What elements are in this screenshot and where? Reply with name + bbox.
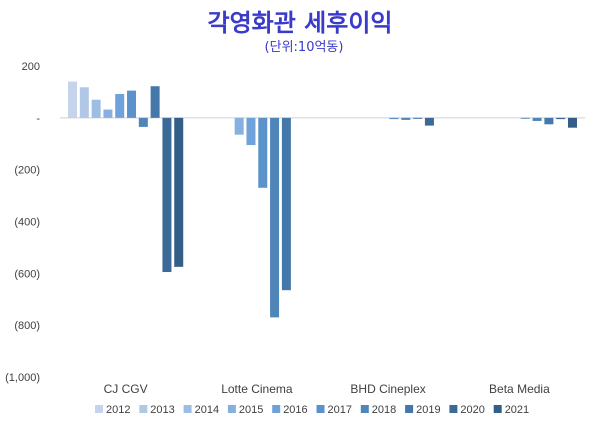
bar-cj-cgv-2012 <box>68 81 78 118</box>
bar-lotte-cinema-2015 <box>234 117 244 135</box>
bar-cj-cgv-2021 <box>174 117 184 267</box>
legend-swatch <box>493 405 502 413</box>
category-label: CJ CGV <box>104 382 148 396</box>
legend-swatch <box>405 405 414 413</box>
legend-label: 2012 <box>106 404 130 416</box>
bar-cj-cgv-2018 <box>138 117 148 127</box>
bar-cj-cgv-2016 <box>115 93 125 118</box>
bar-cj-cgv-2019 <box>150 86 160 118</box>
y-tick-label: (200) <box>14 165 40 177</box>
bar-beta-media-2021 <box>567 117 577 128</box>
legend-swatch <box>316 405 325 413</box>
y-axis-ticks: 200 - (200) (400) (600) (800) (1,000) <box>5 61 40 384</box>
bar-beta-media-2020 <box>556 117 566 120</box>
y-tick-label: (800) <box>14 320 40 332</box>
legend-label: 2019 <box>416 404 440 416</box>
bar-beta-media-2017 <box>520 117 530 119</box>
bar-bhd-cineplex-2019 <box>413 117 423 119</box>
y-tick-label: (1,000) <box>5 372 40 384</box>
bar-bhd-cineplex-2020 <box>424 117 434 126</box>
legend-swatch <box>95 405 103 413</box>
bar-lotte-cinema-2017 <box>258 117 268 188</box>
legend-label: 2018 <box>372 404 396 416</box>
bar-cj-cgv-2015 <box>103 109 113 118</box>
legend-label: 2021 <box>505 404 529 416</box>
y-tick-label: (400) <box>14 217 40 229</box>
legend-label: 2016 <box>283 404 307 416</box>
bar-lotte-cinema-2016 <box>246 117 256 146</box>
legend-swatch <box>183 405 192 413</box>
category-label: Lotte Cinema <box>221 382 293 396</box>
category-label: Beta Media <box>489 382 550 396</box>
bar-cj-cgv-2020 <box>162 117 172 273</box>
legend-label: 2015 <box>239 404 263 416</box>
legend-swatch <box>360 405 369 413</box>
legend-label: 2020 <box>460 404 484 416</box>
chart-subtitle: (단위:10억동) <box>265 40 344 55</box>
bar-bhd-cineplex-2018 <box>401 117 411 120</box>
bar-beta-media-2019 <box>544 117 554 125</box>
legend: 2012 2013 2014 2015 2016 2017 2018 2019 2020 2021 <box>95 404 529 416</box>
bar-cj-cgv-2017 <box>127 90 137 118</box>
legend-swatch <box>139 405 148 413</box>
bar-cj-cgv-2014 <box>91 99 101 118</box>
legend-swatch <box>227 405 236 413</box>
bar-lotte-cinema-2018 <box>270 117 280 318</box>
chart-title: 각영화관 세후이익 <box>208 9 393 37</box>
bar-cj-cgv-2013 <box>79 87 89 118</box>
y-tick-label: - <box>36 113 40 125</box>
bar-beta-media-2018 <box>532 117 542 121</box>
legend-label: 2017 <box>328 404 352 416</box>
legend-label: 2014 <box>195 404 219 416</box>
bar-bhd-cineplex-2017 <box>389 117 399 120</box>
category-label: BHD Cineplex <box>350 382 425 396</box>
legend-label: 2013 <box>150 404 174 416</box>
legend-swatch <box>272 405 281 413</box>
bars-group <box>68 81 577 318</box>
legend-swatch <box>449 405 458 413</box>
y-tick-label: (600) <box>14 268 40 280</box>
bar-lotte-cinema-2019 <box>281 117 291 291</box>
category-labels: CJ CGV Lotte Cinema BHD Cineplex Beta Media <box>104 382 550 396</box>
y-tick-label: 200 <box>22 61 40 73</box>
